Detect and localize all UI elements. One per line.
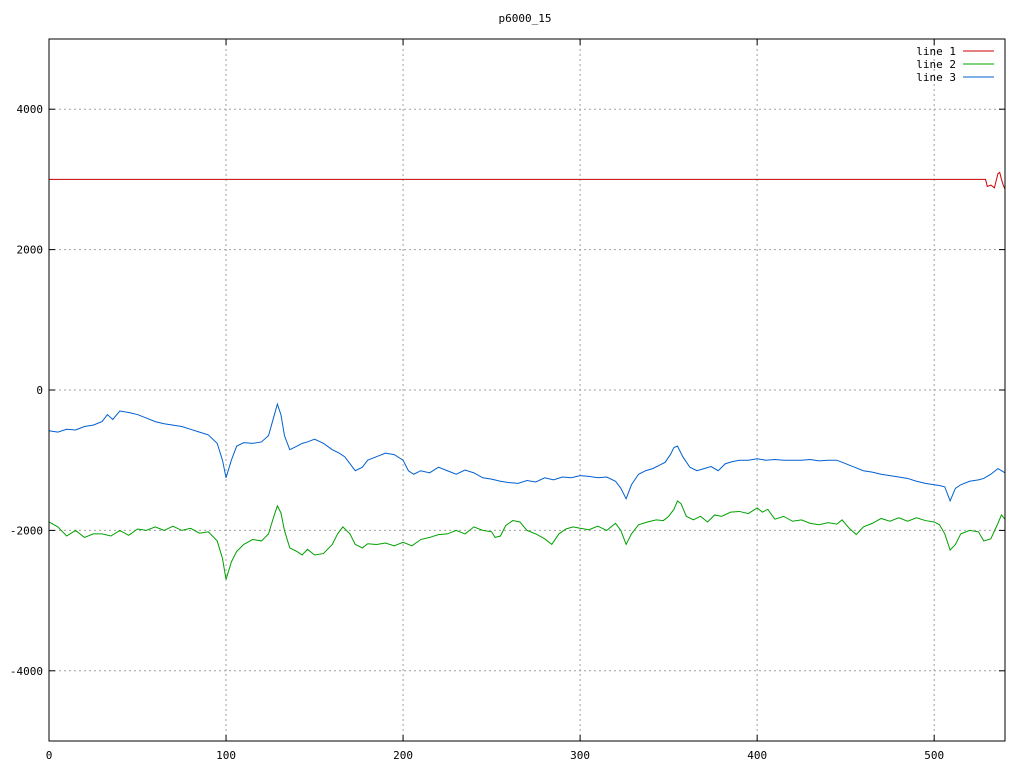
legend-label: line 1 [916, 45, 956, 58]
x-tick-label: 300 [570, 749, 590, 762]
legend-label: line 2 [916, 58, 956, 71]
y-tick-label: 4000 [17, 103, 44, 116]
series-2-line [48, 500, 1006, 580]
y-tick-label: -2000 [10, 524, 43, 537]
x-tick-label: 400 [747, 749, 767, 762]
y-tick-label: -4000 [10, 665, 43, 678]
series-layer [48, 171, 1006, 580]
legend-label: line 3 [916, 71, 956, 84]
y-tick-label: 2000 [17, 244, 44, 257]
series-1-line [49, 171, 1006, 190]
grid [48, 39, 1005, 741]
x-tick-label: 0 [46, 749, 53, 762]
series-3-line [48, 402, 1006, 503]
axis-ticks: 0 100 200 300 400 500 -4000 -2000 0 2000 4000 [10, 39, 1005, 762]
chart-title: p6000_15 [499, 12, 552, 25]
x-tick-label: 500 [924, 749, 944, 762]
x-tick-label: 100 [216, 749, 236, 762]
y-tick-label: 0 [36, 384, 43, 397]
x-tick-label: 200 [393, 749, 413, 762]
